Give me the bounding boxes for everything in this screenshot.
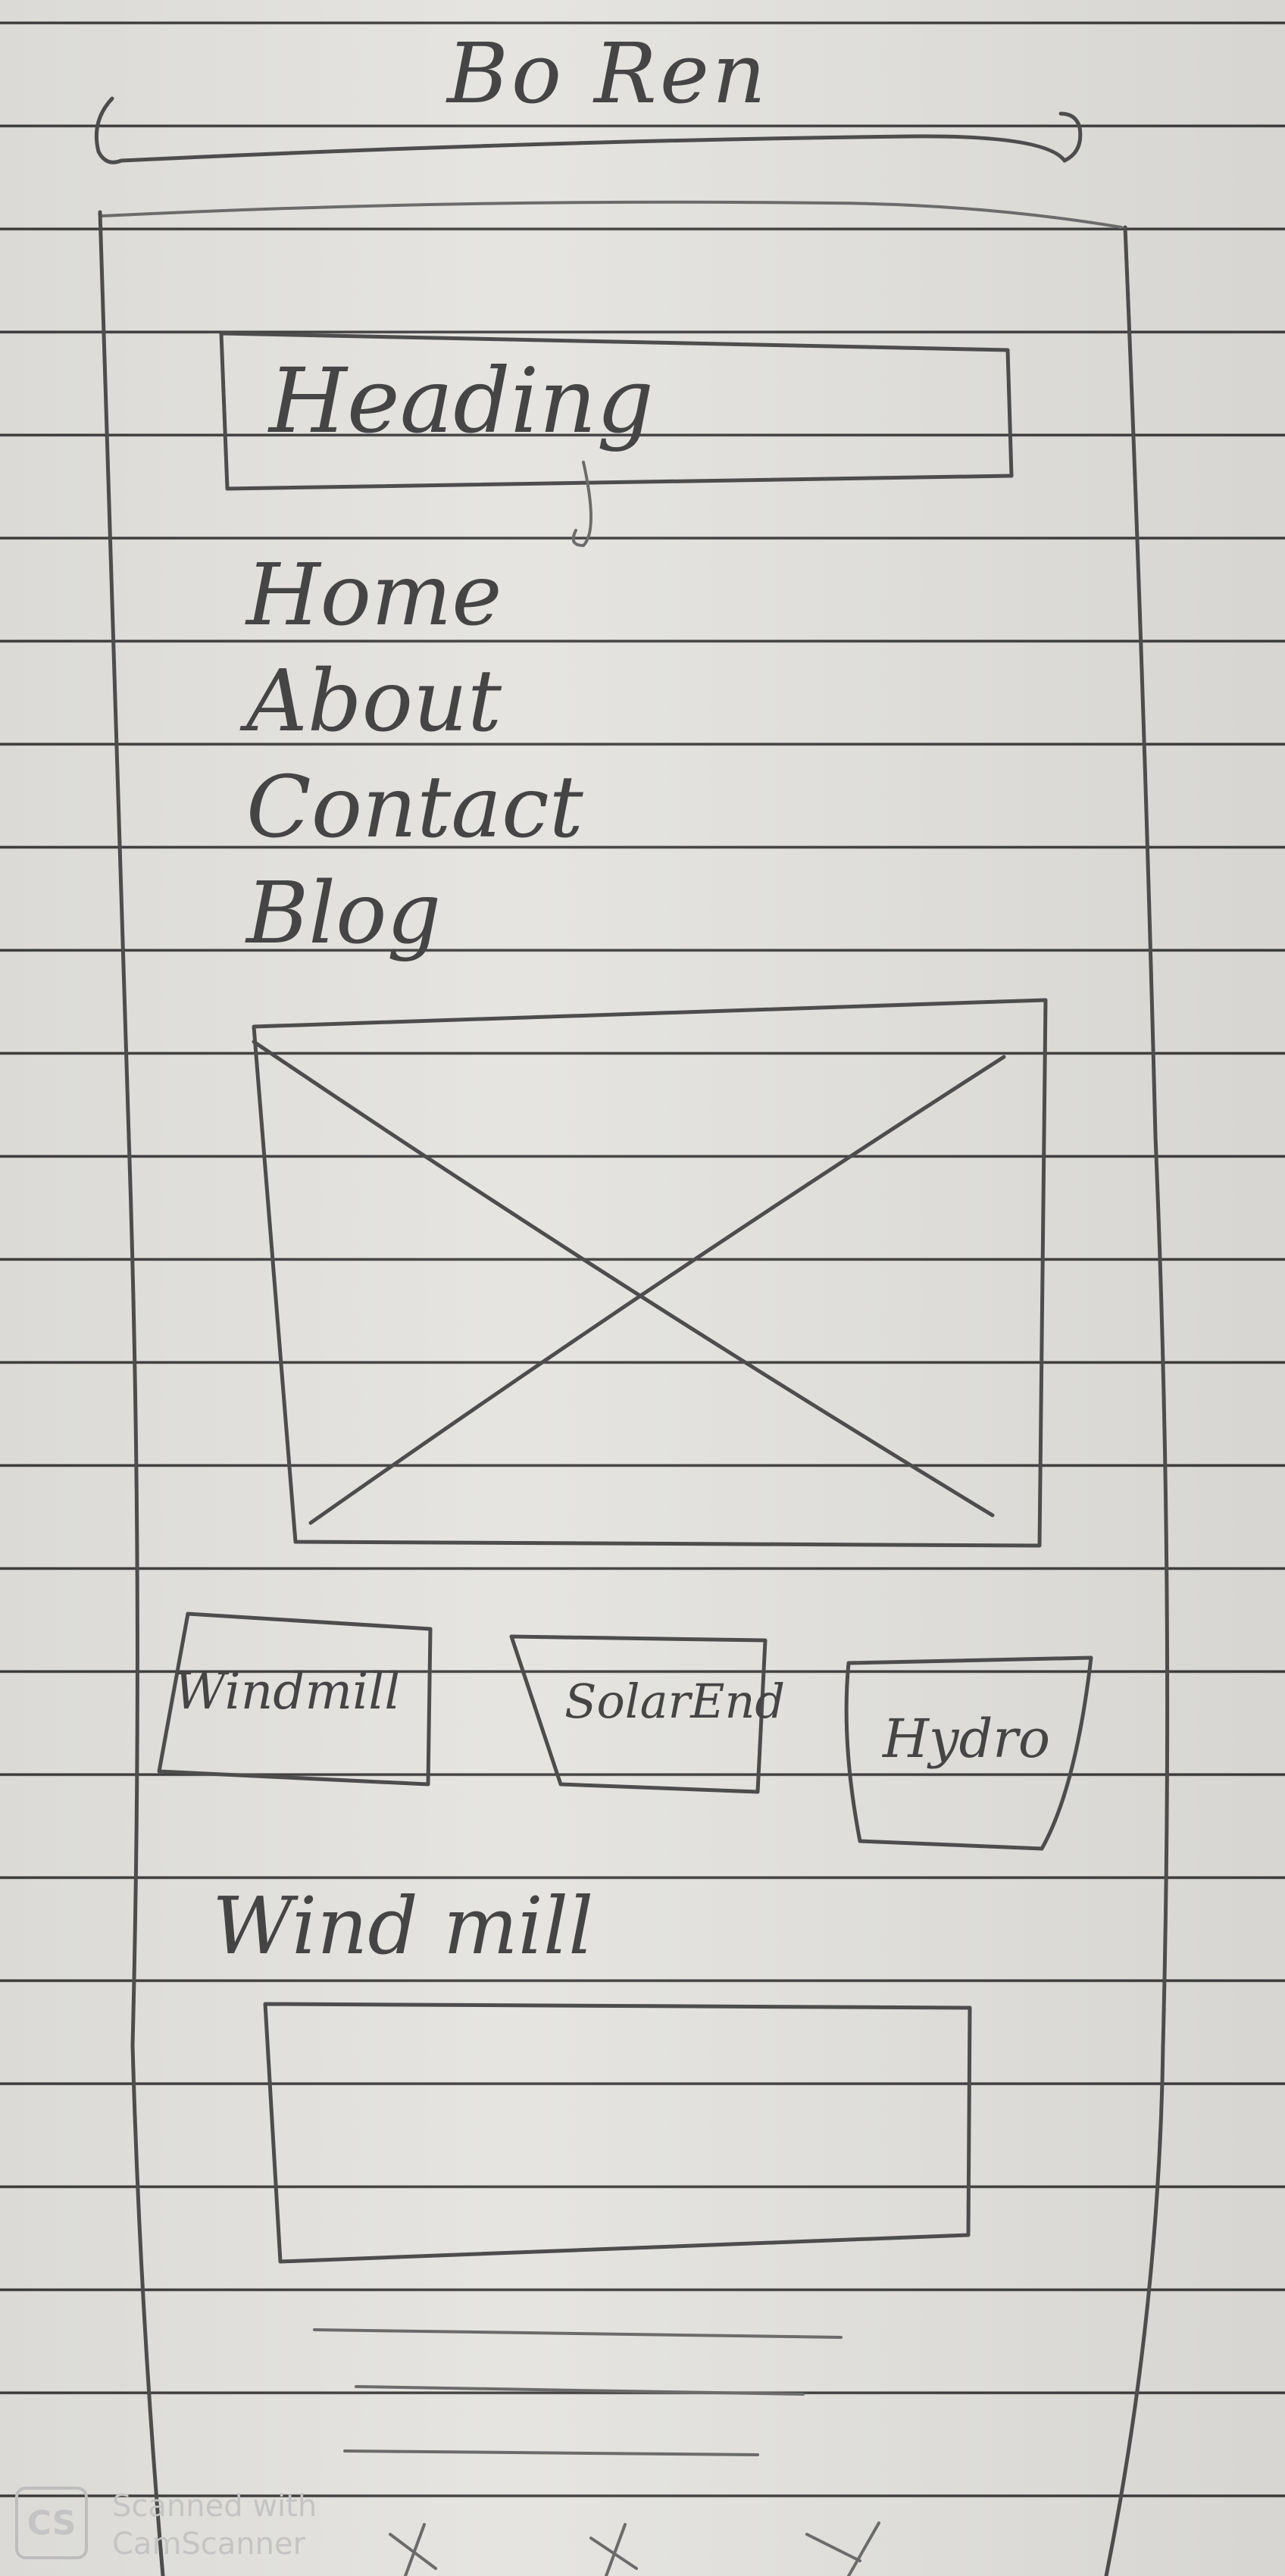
- image-placeholder-cross-a: [252, 1039, 995, 1518]
- image-placeholder-frame: [252, 998, 1048, 1548]
- tab-windmill-box: [157, 1612, 433, 1787]
- content-placeholder: [265, 2004, 970, 2262]
- nav-item-home[interactable]: Home: [246, 546, 502, 645]
- tab-windmill[interactable]: Windmill: [174, 1662, 401, 1721]
- tab-solar-box: [509, 1634, 768, 1794]
- section-title: Wind mill: [212, 1880, 594, 1972]
- nav-item-blog[interactable]: Blog: [246, 864, 442, 963]
- text-line-1: [313, 2328, 843, 2339]
- watermark-line-2: CamScanner: [112, 2527, 306, 2562]
- tab-solar[interactable]: SolarEnd: [564, 1674, 786, 1729]
- nav-item-about[interactable]: About: [246, 652, 502, 751]
- image-placeholder-cross-b: [308, 1055, 1006, 1525]
- hero-image-placeholder: [254, 1000, 1046, 1546]
- heading-box: [219, 331, 1014, 491]
- heading-descender: [571, 461, 592, 548]
- text-line-2: [355, 2385, 805, 2396]
- site-title: Bo Ren: [447, 25, 769, 122]
- header-bar-underline: [101, 200, 1123, 229]
- footer-x-icon-1: [389, 2523, 437, 2576]
- page-frame-right: [1104, 225, 1170, 2576]
- nav-item-contact[interactable]: Contact: [246, 758, 583, 857]
- text-line-3: [343, 2449, 759, 2456]
- tab-hydro[interactable]: Hydro: [883, 1708, 1051, 1770]
- footer-x-icon-3: [805, 2521, 880, 2576]
- page-frame-left: [98, 210, 165, 2576]
- watermark-line-1: Scanned with: [112, 2489, 317, 2524]
- camscanner-logo: CS: [15, 2487, 88, 2559]
- header-bar-outline: [94, 96, 1083, 164]
- content-box: [263, 2002, 972, 2264]
- hero-heading: Heading: [269, 349, 654, 453]
- tab-hydro-box: [844, 1655, 1093, 1851]
- footer-x-icon-2: [589, 2523, 638, 2576]
